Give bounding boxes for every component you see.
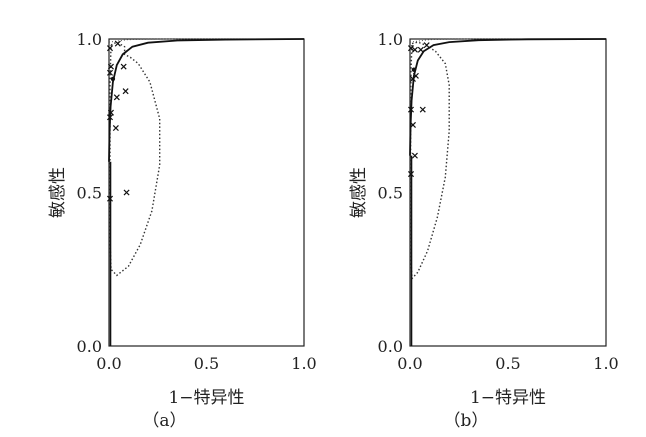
- y-tick-label: 0.0: [378, 337, 403, 356]
- study-point: [407, 45, 415, 52]
- study-point: [122, 88, 129, 95]
- y-tick-labels: 0.0 0.5 1.0: [77, 30, 102, 356]
- y-tick-labels: 0.0 0.5 1.0: [378, 30, 403, 356]
- study-point: [106, 45, 114, 52]
- chart-marks: [106, 38, 305, 346]
- study-point: [409, 121, 416, 128]
- study-point: [412, 72, 419, 79]
- study-point: [407, 171, 415, 178]
- x-tick-label: 0.0: [96, 354, 121, 373]
- study-point: [107, 63, 114, 70]
- panel-a: 0.0 0.5 1.0 0.0 0.5 1.0 1−特异性 敏感性 （a）: [48, 30, 317, 431]
- study-point: [407, 106, 415, 113]
- study-point: [106, 69, 114, 76]
- confidence-contour: [109, 41, 161, 277]
- summary-point: [411, 67, 417, 72]
- study-point: [411, 152, 418, 159]
- plot-frame: [409, 38, 607, 347]
- y-tick-label: 0.5: [77, 184, 102, 203]
- study-point: [106, 195, 114, 202]
- study-point: [112, 125, 119, 132]
- study-point: [417, 46, 424, 53]
- panel-label: （a）: [142, 411, 186, 431]
- x-tick-label: 0.5: [495, 354, 520, 373]
- x-tick-label: 1.0: [291, 354, 316, 373]
- chart-marks: [407, 38, 607, 346]
- y-tick-label: 0.5: [378, 184, 403, 203]
- study-point: [419, 106, 426, 113]
- study-point: [106, 114, 114, 121]
- x-axis-label: 1−特异性: [168, 388, 244, 408]
- y-tick-label: 1.0: [77, 30, 102, 49]
- study-point: [107, 109, 114, 116]
- study-point: [120, 63, 127, 70]
- study-point: [114, 40, 121, 47]
- y-tick-label: 0.0: [77, 337, 102, 356]
- x-tick-label: 0.5: [194, 354, 219, 373]
- y-axis-label: 敏感性: [48, 167, 68, 218]
- x-tick-labels: 0.0 0.5 1.0: [397, 354, 618, 373]
- panel-b: 0.0 0.5 1.0 0.0 0.5 1.0 1−特异性 敏感性 （b）: [349, 30, 619, 431]
- study-point: [113, 94, 120, 101]
- y-tick-label: 1.0: [378, 30, 403, 49]
- plot-frame: [108, 38, 305, 347]
- summary-point: [110, 76, 116, 82]
- study-point: [123, 189, 130, 196]
- sroc-curve: [409, 38, 607, 156]
- sroc-curve: [108, 38, 305, 162]
- study-point: [423, 42, 430, 49]
- y-axis-label: 敏感性: [349, 167, 369, 218]
- x-tick-labels: 0.0 0.5 1.0: [96, 354, 316, 373]
- x-tick-label: 1.0: [593, 354, 618, 373]
- confidence-contour: [409, 41, 450, 281]
- study-point: [411, 46, 418, 53]
- panel-label: （b）: [444, 411, 489, 431]
- x-axis-label: 1−特异性: [470, 388, 546, 408]
- x-tick-label: 0.0: [397, 354, 422, 373]
